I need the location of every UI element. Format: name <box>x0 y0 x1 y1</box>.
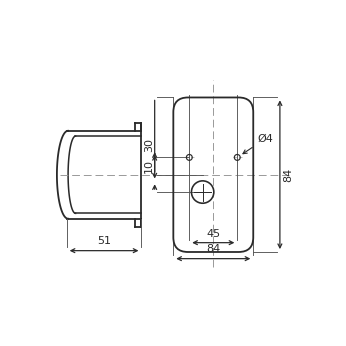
Text: 84: 84 <box>206 244 220 254</box>
Text: 84: 84 <box>284 167 294 182</box>
Text: 10: 10 <box>144 159 154 173</box>
Text: 51: 51 <box>97 236 111 246</box>
Text: Ø4: Ø4 <box>243 134 273 154</box>
Text: 30: 30 <box>144 138 154 152</box>
Text: 45: 45 <box>206 229 220 239</box>
